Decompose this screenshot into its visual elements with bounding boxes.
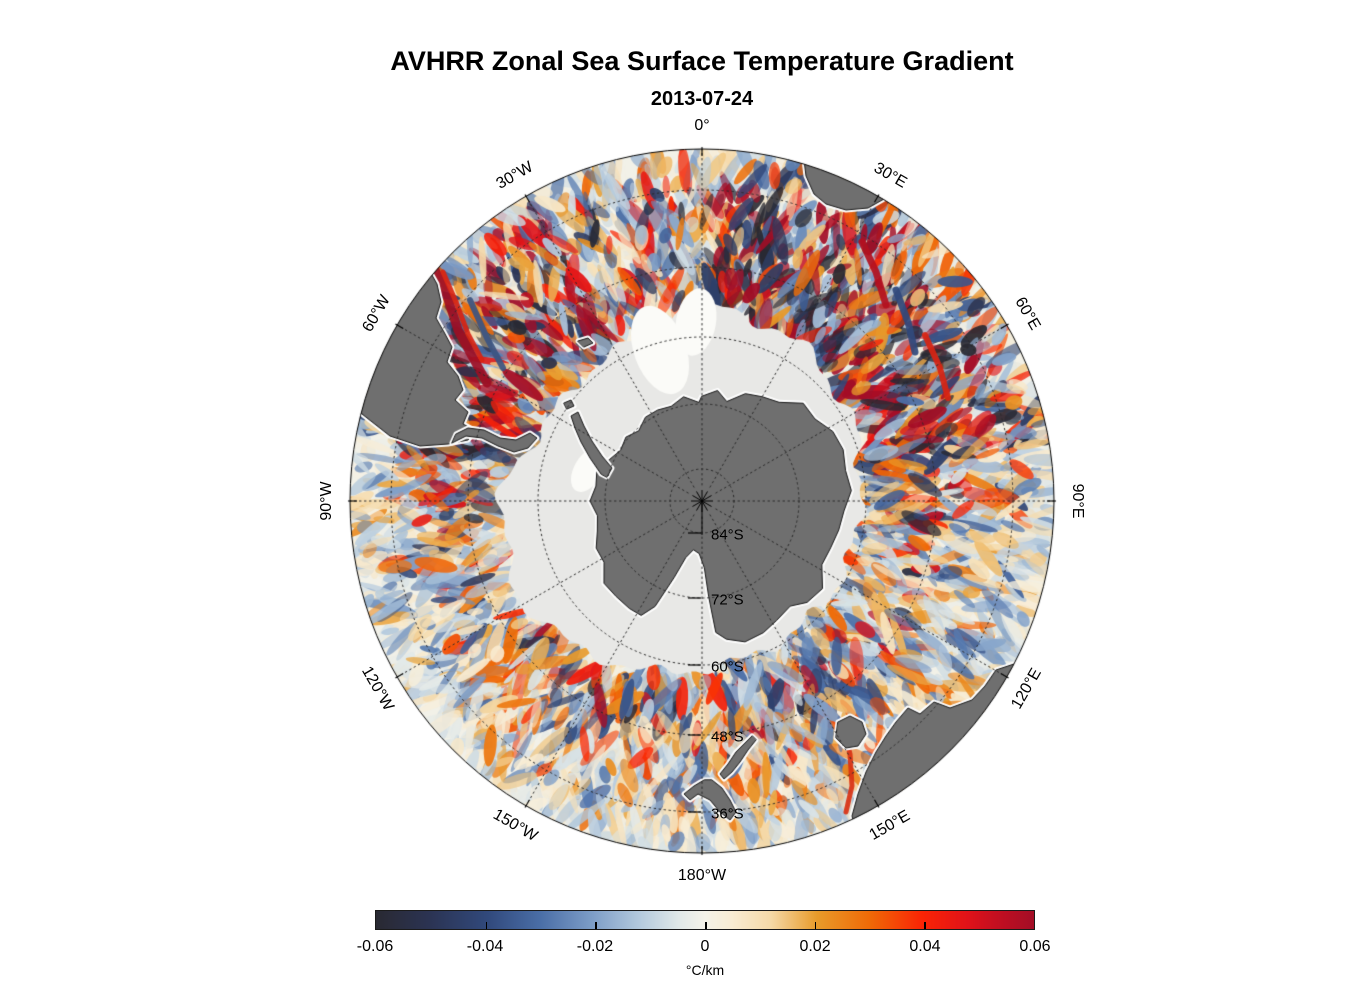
chart-title: AVHRR Zonal Sea Surface Temperature Grad…	[390, 46, 1014, 76]
colorbar-unit-label: °C/km	[685, 962, 725, 978]
colorbar-tick	[705, 922, 707, 929]
parallel-label-72S: 72°S	[711, 591, 744, 609]
colorbar-tick	[595, 922, 597, 929]
colorbar-tick-label: -0.04	[466, 938, 504, 955]
colorbar-tick-label: 0.06	[1019, 938, 1051, 955]
colorbar-tick-label: 0.02	[799, 938, 831, 955]
chart-date-subtitle: 2013-07-24	[650, 88, 754, 110]
colorbar-tick	[814, 922, 817, 929]
parallel-label-48S: 48°S	[711, 728, 744, 746]
meridian-label-90E: 90°E	[1069, 483, 1086, 519]
colorbar-tick-label: -0.06	[356, 938, 394, 955]
meridian-label-0: 0°	[694, 117, 710, 134]
meridian-label-180W: 180°W	[677, 867, 727, 884]
parallel-label-84S: 84°S	[711, 526, 744, 544]
colorbar-tick-label: 0.04	[909, 938, 941, 955]
colorbar-tick-label: -0.02	[576, 938, 614, 955]
colorbar-tick-label: 0	[700, 938, 710, 955]
colorbar-tick	[485, 922, 488, 929]
colorbar	[375, 910, 1035, 930]
parallel-label-36S: 36°S	[711, 805, 744, 823]
colorbar-tick	[924, 922, 926, 929]
parallel-label-60S: 60°S	[711, 658, 744, 676]
meridian-label-90W: 90°W	[318, 481, 335, 521]
